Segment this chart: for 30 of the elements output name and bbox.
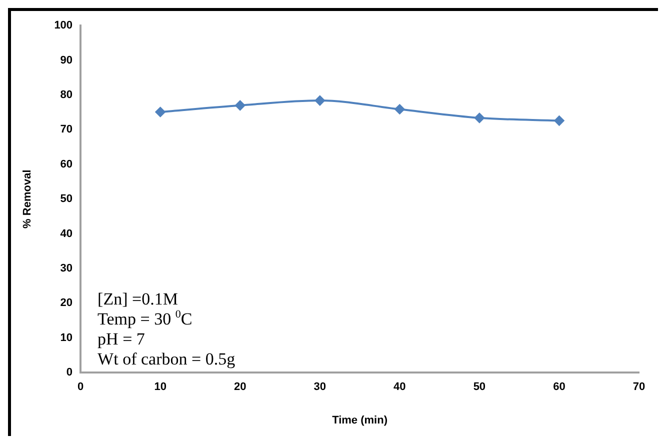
y-tick-label: 100 xyxy=(54,20,73,32)
x-tick-label: 50 xyxy=(473,381,486,394)
annotation: Wt of carbon = 0.5g xyxy=(98,350,236,369)
y-tick-label: 40 xyxy=(60,228,73,240)
point xyxy=(394,104,405,114)
x-axis-title: Time (min) xyxy=(332,414,388,426)
x-tick-label: 70 xyxy=(632,381,646,394)
x-tick-label: 30 xyxy=(314,381,326,394)
y-axis-title: % Removal xyxy=(22,170,34,228)
y-tick-label: 80 xyxy=(60,89,73,102)
point xyxy=(235,100,246,110)
point xyxy=(474,112,484,123)
x-tick-label: 0 xyxy=(77,381,84,394)
y-tick-label: 70 xyxy=(60,124,73,136)
y-tick-label: 90 xyxy=(60,54,73,66)
x-tick-label: 20 xyxy=(234,381,246,394)
y-tick-label: 10 xyxy=(60,332,73,344)
annotation: pH = 7 xyxy=(98,330,146,349)
y-tick-label: 0 xyxy=(66,366,73,379)
point xyxy=(314,96,325,106)
x-tick-label: 10 xyxy=(154,381,166,394)
y-tick-label: 20 xyxy=(60,297,73,310)
y-tick-label: 30 xyxy=(60,262,73,275)
annotation: [Zn] =0.1M xyxy=(98,290,178,309)
x-tick-label: 60 xyxy=(553,381,566,394)
point xyxy=(554,116,564,126)
x-tick-label: 40 xyxy=(394,381,406,394)
y-tick-label: 60 xyxy=(60,158,73,170)
y-tick-label: 50 xyxy=(60,193,73,206)
point xyxy=(155,107,166,118)
